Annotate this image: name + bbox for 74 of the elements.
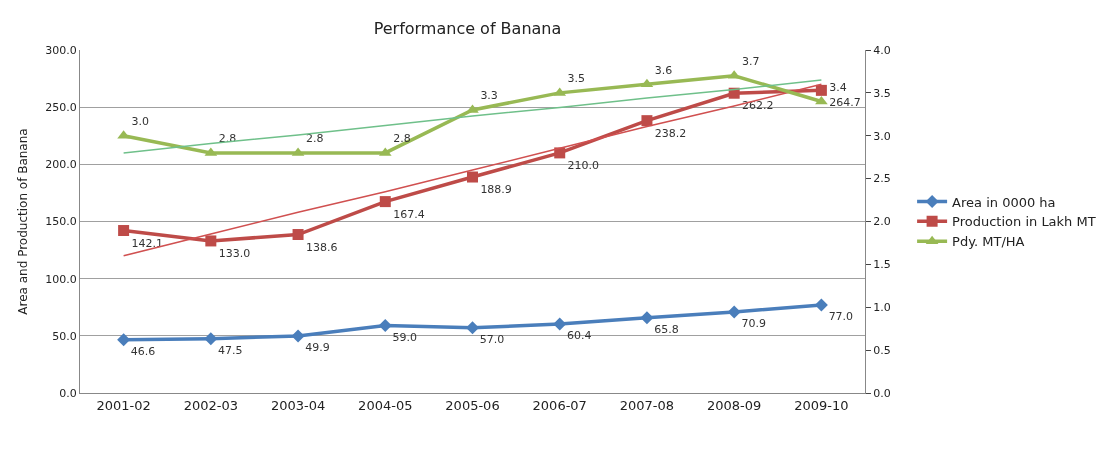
x-tick-label: 2005-06 bbox=[445, 397, 500, 413]
point bbox=[727, 305, 741, 319]
data-label: 138.6 bbox=[305, 240, 338, 254]
y2-tick-label: 3.0 bbox=[873, 129, 891, 143]
y-tick-label: 0.0 bbox=[59, 386, 77, 400]
legend-label: Pdy. MT/HA bbox=[952, 234, 1025, 250]
data-label: 77.0 bbox=[828, 310, 854, 324]
y-tick-label: 100.0 bbox=[45, 272, 77, 286]
data-label: 65.8 bbox=[654, 323, 679, 337]
point bbox=[118, 225, 130, 237]
data-label: 3.7 bbox=[742, 55, 760, 69]
point bbox=[640, 311, 654, 325]
point bbox=[379, 196, 391, 208]
y2-tick-label: 1.5 bbox=[873, 258, 891, 272]
data-label: 264.7 bbox=[829, 96, 861, 110]
data-label: 210.0 bbox=[567, 159, 600, 173]
point bbox=[814, 298, 828, 312]
data-label: 49.9 bbox=[305, 341, 330, 355]
y2-tick-label: 2.5 bbox=[873, 172, 891, 186]
point bbox=[292, 229, 304, 241]
point bbox=[815, 84, 827, 96]
point bbox=[640, 78, 654, 88]
y2-tick-label: 1.0 bbox=[873, 301, 891, 315]
y-tick-label: 150.0 bbox=[45, 215, 77, 229]
legend-label: Production in Lakh MT bbox=[952, 214, 1096, 230]
point bbox=[553, 317, 567, 331]
data-label: 262.2 bbox=[742, 99, 774, 113]
data-label: 238.2 bbox=[654, 126, 687, 140]
point bbox=[117, 333, 131, 347]
y-axis-title: Area and Production of Banana bbox=[15, 128, 30, 315]
y-tick-label: 200.0 bbox=[45, 158, 77, 172]
data-label: 142.1 bbox=[131, 236, 163, 250]
data-label: 133.0 bbox=[218, 247, 251, 261]
y-tick-label: 300.0 bbox=[45, 43, 77, 57]
y2-tick-label: 0.5 bbox=[873, 343, 891, 357]
chart-title: Performance of Banana bbox=[373, 18, 562, 38]
x-tick-label: 2003-04 bbox=[270, 397, 326, 413]
y-tick-label: 250.0 bbox=[45, 101, 77, 115]
x-tick-label: 2009-10 bbox=[794, 397, 849, 413]
x-tick-label: 2008-09 bbox=[707, 397, 762, 413]
legend-label: Area in 0000 ha bbox=[952, 194, 1056, 210]
data-label: 3.4 bbox=[829, 80, 847, 94]
x-tick-label: 2006-07 bbox=[532, 397, 587, 413]
data-label: 59.0 bbox=[392, 331, 418, 345]
point bbox=[466, 321, 479, 335]
y-tick-label: 50.0 bbox=[52, 329, 77, 343]
point bbox=[291, 329, 305, 343]
x-tick-label: 2002-03 bbox=[183, 397, 238, 413]
data-label: 3.6 bbox=[654, 63, 673, 77]
data-label: 46.6 bbox=[130, 345, 156, 359]
point bbox=[204, 332, 218, 346]
y2-tick-label: 4.0 bbox=[873, 43, 891, 57]
x-tick-label: 2004-05 bbox=[358, 397, 413, 413]
point bbox=[815, 95, 828, 105]
data-label: 2.8 bbox=[305, 132, 324, 146]
data-label: 70.9 bbox=[741, 317, 766, 331]
data-label: 3.5 bbox=[567, 72, 586, 86]
y2-tick-label: 2.0 bbox=[873, 215, 891, 229]
point bbox=[641, 115, 653, 127]
x-tick-label: 2001-02 bbox=[96, 397, 151, 413]
x-tick-label: 2007-08 bbox=[619, 397, 675, 413]
point bbox=[205, 235, 217, 247]
data-label: 167.4 bbox=[393, 207, 425, 221]
point bbox=[467, 171, 478, 183]
data-label: 2.8 bbox=[393, 132, 411, 146]
y2-tick-label: 0.0 bbox=[873, 386, 891, 400]
data-label: 3.0 bbox=[131, 115, 149, 129]
data-label: 188.9 bbox=[480, 183, 512, 197]
data-label: 3.3 bbox=[480, 89, 498, 103]
data-label: 47.5 bbox=[218, 344, 243, 358]
data-label: 60.4 bbox=[566, 329, 592, 343]
y2-tick-label: 3.5 bbox=[873, 86, 891, 100]
data-label: 57.0 bbox=[479, 333, 505, 347]
point bbox=[378, 319, 392, 333]
